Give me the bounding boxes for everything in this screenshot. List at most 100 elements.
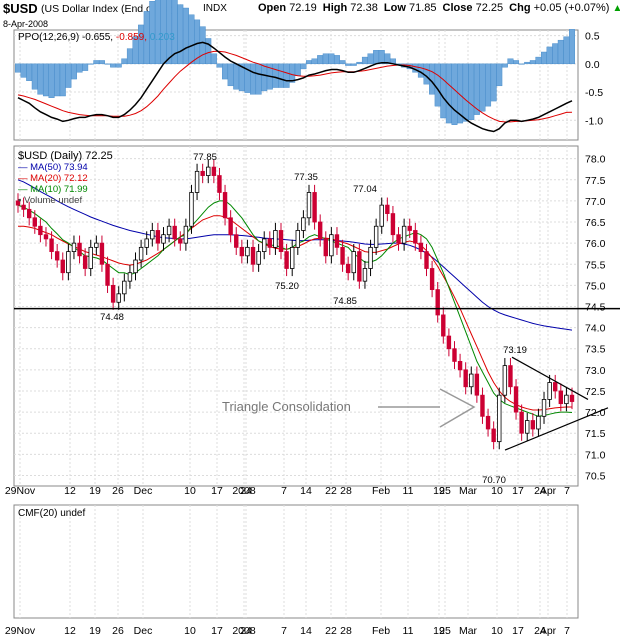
ma50-line [17, 179, 573, 331]
ppo-histogram-bar [15, 63, 21, 73]
candle-body [485, 415, 491, 430]
ppo-histogram-bar [378, 50, 385, 65]
x-tick-label: 17 [512, 625, 524, 637]
price-title: $USD (Daily) 72.25 [18, 150, 113, 162]
ppo-histogram-bar [177, 4, 184, 65]
price-label: 75.20 [275, 281, 299, 292]
candle-body [424, 251, 429, 269]
low-label: Low [383, 2, 406, 14]
candle-body [368, 246, 373, 269]
candle-body [306, 192, 312, 219]
high-label: High [322, 2, 348, 14]
candle-body [446, 335, 452, 350]
ppo-histogram-bar [367, 53, 374, 65]
candle-body [166, 225, 172, 236]
x-tick-label: 28 [340, 485, 352, 497]
candle-body [312, 192, 317, 223]
ppo-histogram-bar [188, 14, 195, 65]
candle-body [32, 217, 37, 227]
x-tick-label: 10 [491, 625, 503, 637]
x-tick-label: 24 [534, 625, 546, 637]
ppo-histogram-bar [552, 43, 559, 65]
close-value: 72.25 [475, 2, 504, 14]
candle-body [379, 204, 384, 227]
x-tick-label: 14 [300, 625, 312, 637]
price-label: 77.35 [294, 172, 318, 183]
ppo-histogram-bar [468, 63, 475, 120]
candle-body [66, 251, 71, 274]
candle-body [234, 234, 239, 248]
x-tick-label: 17 [512, 485, 524, 497]
price-label: 77.85 [193, 152, 217, 163]
x-tick-label: Mar [459, 485, 478, 497]
candle-body [396, 234, 401, 244]
price-tick-label: 73.5 [585, 344, 606, 356]
ppo-histogram-bar [518, 63, 525, 65]
ppo-histogram-bar [322, 53, 329, 65]
ppo-histogram-bar [255, 63, 262, 95]
triangle-upper-line [511, 356, 589, 400]
x-tick-label: Apr [540, 485, 557, 497]
ppo-histogram-bar [87, 63, 94, 65]
x-tick-label: 24 [534, 485, 546, 497]
x-tick-label: 12 [64, 485, 76, 497]
candle-body [82, 255, 88, 269]
ppo-histogram-bar [121, 58, 128, 65]
candle-body [480, 394, 485, 417]
ppo-histogram-bar [373, 50, 380, 65]
candle-body [278, 230, 284, 252]
candle-body [329, 234, 334, 257]
candle-body [284, 251, 289, 269]
x-tick-label: 17 [211, 485, 223, 497]
ppo-histogram-bar [485, 63, 492, 107]
ppo-histogram-bar [93, 60, 100, 65]
x-tick-label: 11 [403, 625, 414, 637]
candle-body [256, 251, 261, 265]
ppo-histogram-bar [250, 63, 257, 95]
chart-date: 8-Apr-2008 [3, 19, 49, 29]
candle-body [474, 373, 480, 396]
ppo-histogram-bar [317, 55, 324, 65]
close-label: Close [442, 2, 473, 14]
x-tick-label: 19 [89, 625, 101, 637]
x-tick-label: Dec [134, 485, 153, 497]
price-tick-label: 77.5 [585, 175, 606, 187]
ppo-histogram-bar [216, 63, 223, 68]
x-tick-label: 25 [439, 485, 451, 497]
candle-body [77, 242, 82, 257]
candle-body [491, 428, 496, 443]
price-legend: $USD (Daily) 72.25 — MA(50) 73.94— MA(20… [18, 150, 113, 206]
price-tick-label: 78.0 [585, 154, 606, 166]
ppo-histogram-bar [569, 29, 575, 65]
x-tick-label: 10 [184, 625, 196, 637]
x-tick-label: Dec [134, 625, 153, 637]
candle-body [88, 246, 93, 269]
ppo-histogram-bar [65, 63, 72, 88]
ppo-histogram-bar [305, 60, 312, 65]
candle-body [441, 314, 446, 337]
candle-body [71, 242, 77, 252]
candle-body [94, 242, 99, 248]
ppo-histogram-bar [182, 7, 189, 65]
ppo-signal-value: -0.859, [115, 32, 147, 43]
ppo-histogram-bar [496, 63, 503, 87]
candle-body [262, 238, 267, 252]
candle-body [373, 225, 379, 248]
x-tick-label: 28 [340, 625, 352, 637]
ppo-histogram-bar [59, 63, 66, 97]
ppo-histogram-bar [501, 63, 508, 68]
x-tick-label: 2008 [232, 625, 256, 637]
candle-body [413, 230, 418, 244]
chart-header: $USD (US Dollar Index (End of Day)) INDX… [0, 0, 620, 30]
x-tick-label: 19 [433, 485, 445, 497]
cmf-label: CMF(20) undef [18, 508, 86, 519]
legend-item: ▪ Volume undef [18, 195, 83, 206]
ppo-histogram-bar [445, 63, 452, 124]
ma20-line [18, 215, 572, 411]
legend-items: — MA(50) 73.94— MA(20) 72.12— MA(10) 71.… [18, 162, 113, 206]
ppo-histogram-bar [294, 63, 301, 76]
candle-body [418, 242, 424, 252]
candle-body [194, 170, 200, 193]
legend-item: — MA(10) 71.99 [18, 184, 88, 195]
candle-body [569, 394, 575, 402]
